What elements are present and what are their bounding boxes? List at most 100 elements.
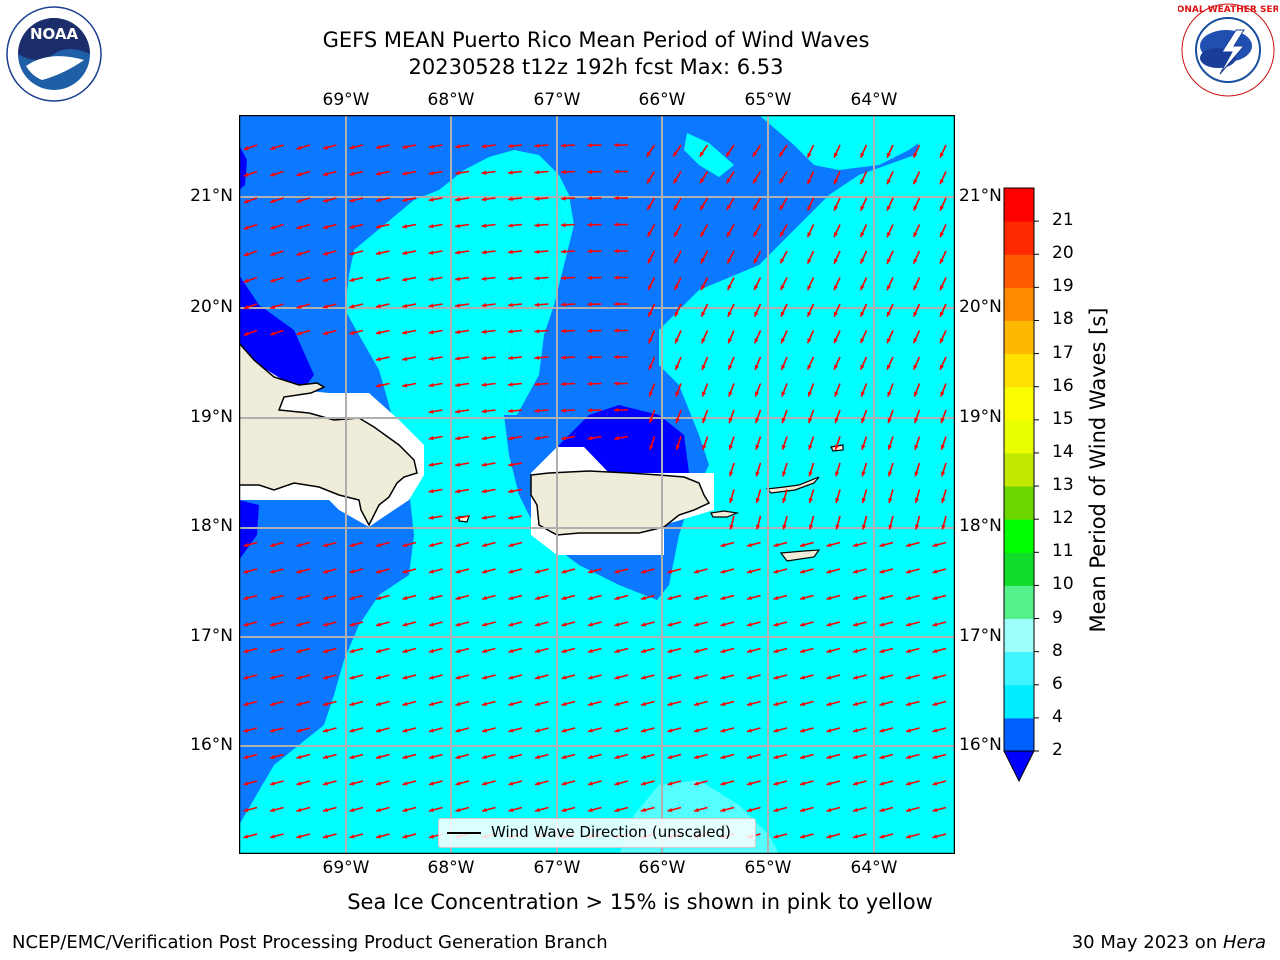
wind-wave-arrowhead bbox=[481, 436, 487, 441]
lon-label-top-65w: 65°W bbox=[744, 90, 792, 110]
wind-wave-arrowhead bbox=[701, 311, 706, 317]
wind-wave-arrowhead bbox=[587, 595, 593, 601]
wind-wave-arrowhead bbox=[755, 418, 760, 424]
wind-wave-arrowhead bbox=[508, 329, 513, 334]
wind-wave-arrowhead bbox=[941, 471, 946, 477]
wind-wave-arrowhead bbox=[561, 807, 567, 813]
wind-wave-arrowhead bbox=[508, 408, 513, 414]
wind-wave-arrowhead bbox=[640, 648, 646, 654]
svg-text:NATIONAL WEATHER SERVICE: NATIONAL WEATHER SERVICE bbox=[1178, 5, 1278, 15]
wind-wave-arrowhead bbox=[826, 807, 832, 813]
wind-wave-arrowhead bbox=[755, 524, 761, 530]
wind-wave-arrowhead bbox=[534, 754, 540, 760]
wind-wave-arrowhead bbox=[349, 781, 355, 786]
wind-wave-arrowhead bbox=[534, 223, 540, 228]
wind-wave-arrowhead bbox=[940, 418, 945, 424]
wind-wave-arrowhead bbox=[614, 301, 619, 307]
wind-wave-arrowhead bbox=[561, 355, 566, 360]
wind-wave-arrowhead bbox=[587, 381, 593, 386]
wind-wave-arrowhead bbox=[667, 648, 673, 654]
colorbar-label: Mean Period of Wind Waves [s] bbox=[1086, 307, 1110, 633]
wind-wave-arrowhead bbox=[914, 471, 919, 477]
map-frame bbox=[239, 115, 955, 854]
wind-wave-arrowhead bbox=[534, 276, 540, 281]
wind-wave-arrowhead bbox=[799, 595, 805, 601]
wind-wave-arrowhead bbox=[834, 232, 838, 238]
wind-wave-arrowhead bbox=[428, 515, 434, 520]
wind-wave-arrowhead bbox=[349, 622, 355, 627]
wind-wave-arrowhead bbox=[587, 622, 593, 627]
colorbar-tick-label: 12 bbox=[1052, 508, 1074, 529]
wind-wave-arrowhead bbox=[693, 807, 699, 813]
wind-wave-arrowhead bbox=[269, 781, 275, 786]
wind-wave-arrowhead bbox=[746, 754, 752, 760]
wind-wave-arrowhead bbox=[720, 622, 726, 627]
wind-wave-arrowhead bbox=[835, 524, 840, 530]
wind-wave-arrowhead bbox=[296, 278, 302, 283]
wind-wave-arrowhead bbox=[799, 754, 805, 760]
wind-wave-arrowhead bbox=[720, 675, 726, 680]
wind-wave-arrowhead bbox=[646, 151, 652, 157]
colorbar-segment bbox=[1004, 651, 1034, 686]
wind-wave-arrowhead bbox=[755, 471, 760, 477]
wind-wave-arrowhead bbox=[826, 648, 832, 654]
wind-wave-arrowhead bbox=[455, 382, 460, 388]
wind-wave-arrowhead bbox=[508, 701, 514, 707]
colorbar-segment bbox=[1004, 353, 1034, 388]
wind-wave-arrowhead bbox=[349, 569, 355, 574]
colorbar-tick-label: 2 bbox=[1052, 740, 1063, 760]
colorbar-frame bbox=[1003, 187, 1035, 752]
wind-wave-arrowhead bbox=[561, 381, 566, 387]
wind-wave-arrowhead bbox=[861, 498, 866, 503]
wind-wave-arrowhead bbox=[905, 595, 911, 601]
wind-wave-arrowhead bbox=[852, 701, 858, 707]
wind-wave-arrowhead bbox=[754, 364, 759, 370]
wind-wave-arrowhead bbox=[852, 542, 858, 548]
wind-wave-arrowhead bbox=[455, 356, 460, 361]
wind-wave-arrowhead bbox=[887, 152, 891, 158]
wind-wave-arrowhead bbox=[270, 278, 276, 283]
wind-wave-arrowhead bbox=[640, 807, 646, 813]
ocean-under-2s-west bbox=[239, 275, 314, 395]
wind-wave-arrowhead bbox=[534, 807, 540, 813]
wind-wave-arrowhead bbox=[648, 364, 653, 370]
wind-wave-arrowhead bbox=[940, 391, 945, 397]
wind-wave-arrowhead bbox=[753, 258, 758, 264]
wind-wave-arrowhead bbox=[534, 408, 540, 413]
wind-wave-arrowhead bbox=[349, 277, 355, 282]
wind-wave-arrowhead bbox=[269, 701, 275, 707]
wind-wave-arrowhead bbox=[375, 383, 381, 388]
wind-wave-arrowhead bbox=[561, 569, 567, 574]
wind-wave-arrowhead bbox=[269, 569, 275, 574]
wind-wave-arrowhead bbox=[932, 675, 938, 680]
wind-wave-arrowhead bbox=[667, 701, 673, 707]
wind-wave-arrowhead bbox=[746, 781, 752, 786]
wind-wave-arrowhead bbox=[322, 145, 328, 150]
wind-wave-arrowhead bbox=[808, 524, 814, 530]
wind-wave-arrowhead bbox=[481, 595, 487, 601]
wind-wave-arrowhead bbox=[508, 807, 514, 813]
wind-wave-arrowhead bbox=[455, 170, 460, 176]
wind-wave-arrowhead bbox=[614, 222, 619, 227]
wind-wave-arrowhead bbox=[375, 569, 381, 574]
wind-wave-arrowhead bbox=[269, 754, 275, 760]
lat-label-right-17n: 17°N bbox=[959, 626, 1002, 646]
wind-wave-arrowhead bbox=[402, 250, 408, 255]
map-legend: Wind Wave Direction (unscaled) bbox=[438, 818, 756, 848]
colorbar-segment bbox=[1004, 419, 1034, 454]
wind-wave-arrowhead bbox=[349, 542, 355, 548]
wind-wave-arrowhead bbox=[481, 648, 487, 654]
wind-wave-arrowhead bbox=[375, 171, 381, 176]
wind-wave-arrowhead bbox=[455, 462, 461, 467]
wind-wave-arrowhead bbox=[269, 807, 275, 813]
wind-wave-arrowhead bbox=[932, 834, 938, 839]
wind-wave-arrowhead bbox=[860, 391, 866, 397]
wind-wave-arrowhead bbox=[727, 258, 732, 264]
wind-wave-arrowhead bbox=[243, 252, 249, 257]
wind-wave-arrowhead bbox=[808, 471, 813, 477]
wind-wave-arrowhead bbox=[674, 231, 679, 237]
wind-wave-arrowhead bbox=[729, 471, 734, 477]
wind-wave-arrowhead bbox=[667, 728, 673, 733]
wind-wave-arrowhead bbox=[561, 754, 567, 760]
wind-wave-arrowhead bbox=[753, 231, 758, 237]
